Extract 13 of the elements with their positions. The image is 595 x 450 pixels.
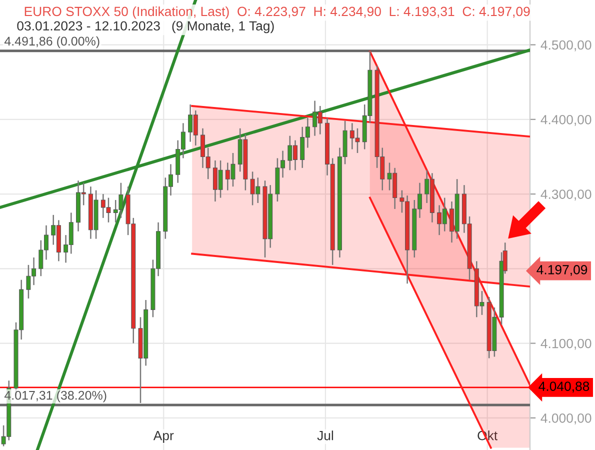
annotation: 4.197,09 <box>536 265 588 276</box>
ref-line-label: 4.040,88 <box>538 382 590 393</box>
y-tick-label: 4.300,00 <box>540 190 592 200</box>
y-tick-label: 4.000,00 <box>540 413 592 424</box>
x-tick-label: Jul <box>317 430 334 440</box>
ref-line-label: 4.491,86 (0.00%) <box>4 36 100 48</box>
text: 03.01.2023 - 12.10.2023 (9 Monate, 1 Tag) <box>17 20 274 34</box>
y-tick-label: 4.400,00 <box>540 114 592 126</box>
y-tick-label: 4.100,00 <box>540 338 592 350</box>
ref-line-label: 4.017,31 (38.20%) <box>4 390 106 402</box>
chart-title: EURO STOXX 50 (Indikation, Last) O: 4.223,97 H: 4.234,90 L: 4.193,31 C: 4.197,09 <box>24 6 530 19</box>
y-tick-label: 4.500,00 <box>540 40 592 52</box>
x-tick-label: Apr <box>153 431 174 443</box>
